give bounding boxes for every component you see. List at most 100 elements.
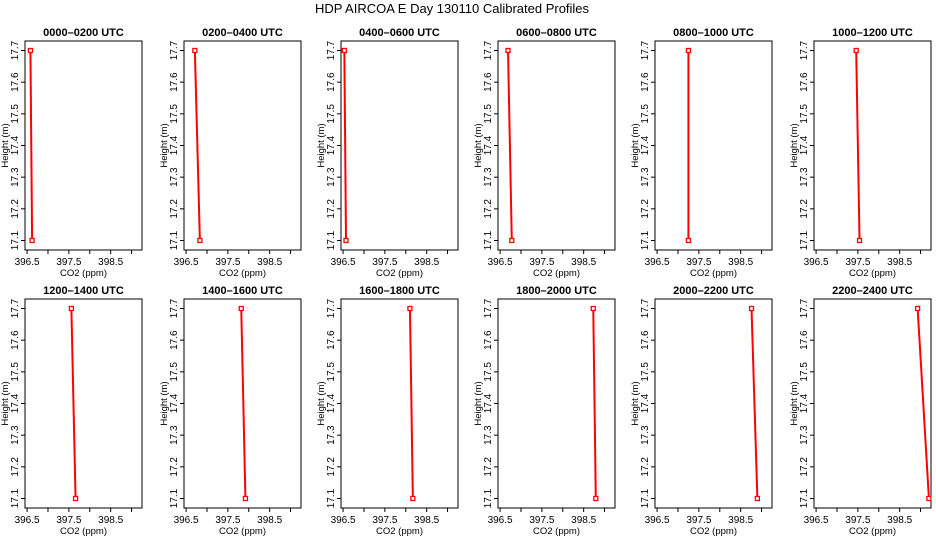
y-tick-label: 17.3: [326, 167, 337, 187]
x-tick-label: 398.5: [98, 257, 123, 268]
y-axis-label: Height (m): [473, 381, 484, 425]
y-tick-label: 17.6: [169, 330, 180, 350]
y-tick-label: 17.4: [640, 135, 651, 155]
data-point: [748, 305, 755, 312]
y-tick-label: 17.7: [640, 298, 651, 318]
y-tick-label: 17.7: [326, 298, 337, 318]
y-tick-label: 17.6: [483, 330, 494, 350]
data-point: [593, 495, 599, 502]
x-axis-label: CO2 (ppm): [690, 526, 737, 537]
data-point: [27, 47, 34, 54]
y-tick-label: 17.6: [326, 330, 337, 350]
y-tick-label: 17.3: [640, 425, 651, 445]
profile-line: [855, 50, 861, 241]
y-tick-label: 17.4: [169, 393, 180, 413]
x-tick-label: 396.5: [174, 515, 199, 526]
y-tick-label: 17.7: [799, 40, 810, 60]
y-tick-label: 17.1: [640, 488, 651, 508]
profile-line: [408, 308, 414, 499]
x-tick-label: 396.5: [15, 515, 40, 526]
x-tick-label: 397.5: [56, 515, 81, 526]
y-tick-label: 17.1: [326, 488, 337, 508]
y-tick-label: 17.3: [483, 425, 494, 445]
x-axis-label: CO2 (ppm): [849, 526, 896, 537]
x-tick-label: 397.5: [686, 515, 711, 526]
profile-line: [240, 308, 247, 499]
y-tick-label: 17.2: [326, 457, 337, 477]
y-tick-label: 17.3: [799, 167, 810, 187]
y-tick-label: 17.1: [10, 230, 21, 250]
x-tick-label: 396.5: [488, 257, 513, 268]
x-axis-label: CO2 (ppm): [533, 526, 580, 537]
data-point: [856, 237, 863, 244]
y-tick-label: 17.3: [483, 167, 494, 187]
data-point: [590, 305, 596, 312]
profile-line: [750, 308, 759, 499]
x-tick-label: 397.5: [215, 257, 240, 268]
y-tick-label: 17.1: [640, 230, 651, 250]
data-point: [505, 47, 511, 54]
y-tick-label: 17.2: [483, 457, 494, 477]
data-point: [72, 495, 79, 502]
x-axis-label: CO2 (ppm): [849, 268, 896, 279]
profile-line: [592, 308, 597, 499]
y-tick-label: 17.4: [169, 135, 180, 155]
x-axis-label: CO2 (ppm): [376, 526, 423, 537]
panel-title: 2200–2400 UTC: [832, 285, 913, 297]
y-tick-label: 17.7: [640, 40, 651, 60]
y-tick-label: 17.4: [799, 393, 810, 413]
panel-title: 0600–0800 UTC: [516, 27, 597, 39]
x-tick-label: 397.5: [845, 515, 870, 526]
y-tick-label: 17.5: [10, 104, 21, 124]
y-tick-label: 17.2: [640, 457, 651, 477]
x-tick-label: 398.5: [728, 257, 753, 268]
y-tick-label: 17.5: [483, 362, 494, 382]
y-tick-label: 17.1: [169, 488, 180, 508]
y-tick-label: 17.3: [326, 425, 337, 445]
x-tick-label: 398.5: [257, 515, 282, 526]
x-axis-label: CO2 (ppm): [219, 526, 266, 537]
y-tick-label: 17.5: [326, 104, 337, 124]
x-tick-label: 398.5: [887, 257, 912, 268]
x-tick-label: 396.5: [645, 515, 670, 526]
data-point: [341, 47, 347, 54]
x-tick-label: 397.5: [529, 515, 554, 526]
y-tick-label: 17.1: [10, 488, 21, 508]
x-tick-label: 397.5: [529, 257, 554, 268]
y-tick-label: 17.2: [799, 457, 810, 477]
data-point: [238, 305, 244, 312]
y-tick-label: 17.6: [326, 72, 337, 92]
y-tick-label: 17.3: [10, 167, 21, 187]
y-tick-label: 17.6: [799, 72, 810, 92]
data-point: [242, 495, 249, 502]
x-tick-label: 396.5: [331, 257, 356, 268]
y-tick-label: 17.3: [640, 167, 651, 187]
y-tick-label: 17.6: [483, 72, 494, 92]
profile-line: [507, 50, 513, 241]
y-axis-label: Height (m): [473, 123, 484, 167]
panel-title: 0400–0600 UTC: [359, 27, 440, 39]
x-axis-label: CO2 (ppm): [60, 268, 107, 279]
x-tick-label: 396.5: [488, 515, 513, 526]
y-tick-label: 17.2: [169, 457, 180, 477]
x-tick-label: 398.5: [571, 515, 596, 526]
y-tick-label: 17.5: [326, 362, 337, 382]
data-point: [926, 495, 932, 502]
profile-line: [29, 50, 34, 241]
x-tick-label: 397.5: [215, 515, 240, 526]
y-axis-label: Height (m): [159, 123, 170, 167]
y-tick-label: 17.1: [483, 488, 494, 508]
x-tick-label: 398.5: [887, 515, 912, 526]
y-tick-label: 17.4: [483, 393, 494, 413]
y-tick-label: 17.5: [640, 104, 651, 124]
x-tick-label: 396.5: [804, 257, 829, 268]
panel-title: 1400–1600 UTC: [202, 285, 283, 297]
data-point: [407, 305, 413, 312]
y-tick-label: 17.1: [799, 488, 810, 508]
y-tick-label: 17.7: [10, 298, 21, 318]
